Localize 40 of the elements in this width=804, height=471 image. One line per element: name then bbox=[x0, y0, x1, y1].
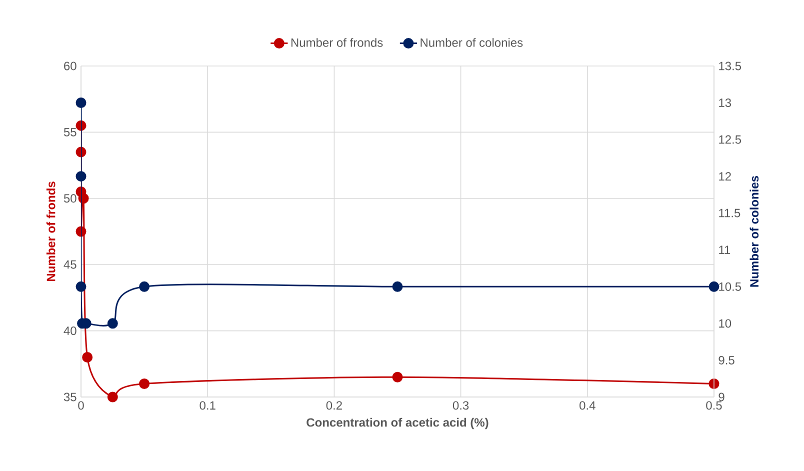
y-tick-label: 60 bbox=[64, 62, 76, 70]
point bbox=[82, 352, 93, 363]
y-tick-label: 45 bbox=[64, 260, 76, 269]
x-axis-title: Concentration of acetic acid (%) bbox=[306, 418, 488, 430]
y-tick-label: 35 bbox=[64, 392, 76, 402]
x-tick-label: 0 bbox=[78, 401, 84, 410]
x-tick-label: 0.2 bbox=[326, 401, 342, 410]
y2-tick-label: 12 bbox=[719, 172, 731, 181]
point bbox=[139, 281, 150, 292]
y2-axis-title: Number of colonies bbox=[750, 176, 759, 287]
point bbox=[392, 372, 403, 382]
y-tick-label: 50 bbox=[64, 194, 76, 203]
y-tick-label: 40 bbox=[64, 326, 76, 336]
x-tick-label: 0.4 bbox=[580, 401, 596, 410]
legend-label: Number of colonies bbox=[420, 38, 523, 47]
point bbox=[76, 171, 86, 182]
x-tick-label: 0.3 bbox=[452, 401, 469, 410]
point bbox=[139, 378, 150, 389]
point bbox=[107, 318, 118, 329]
y2-tick-label: 13 bbox=[719, 98, 732, 108]
point bbox=[78, 193, 89, 204]
point bbox=[76, 281, 86, 292]
point bbox=[708, 281, 720, 292]
x-tick-label: 0.5 bbox=[706, 401, 722, 410]
y-tick-label: 55 bbox=[64, 128, 76, 136]
y2-tick-label: 9.5 bbox=[718, 356, 734, 364]
y2-tick-label: 10.5 bbox=[719, 282, 742, 291]
y2-tick-label: 12.5 bbox=[719, 135, 742, 144]
y2-tick-label: 11.5 bbox=[719, 208, 740, 218]
y2-tick-label: 13.5 bbox=[719, 62, 742, 70]
y2-tick-label: 11 bbox=[719, 246, 730, 254]
x-tick-label: 0.1 bbox=[200, 401, 216, 410]
point bbox=[76, 98, 86, 108]
y2-tick-label: 9 bbox=[718, 392, 724, 402]
legend-label: Number of fronds bbox=[291, 38, 383, 47]
point bbox=[392, 281, 403, 292]
point bbox=[76, 226, 86, 237]
point bbox=[107, 392, 118, 402]
y-axis-title: Number of fronds bbox=[46, 182, 56, 282]
y2-tick-label: 10 bbox=[719, 319, 732, 328]
